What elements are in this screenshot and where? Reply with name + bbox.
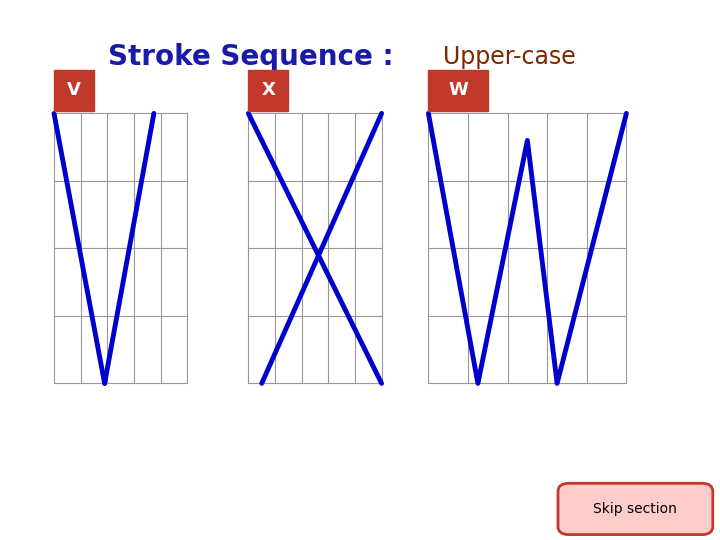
Text: Skip section: Skip section [593,502,678,516]
FancyBboxPatch shape [54,70,94,111]
Text: V: V [67,82,81,99]
FancyBboxPatch shape [428,70,488,111]
Text: Upper-case: Upper-case [443,45,575,69]
FancyBboxPatch shape [248,70,288,111]
Text: Stroke Sequence :: Stroke Sequence : [108,43,403,71]
Text: W: W [448,82,468,99]
Text: X: X [261,82,275,99]
FancyBboxPatch shape [558,483,713,535]
